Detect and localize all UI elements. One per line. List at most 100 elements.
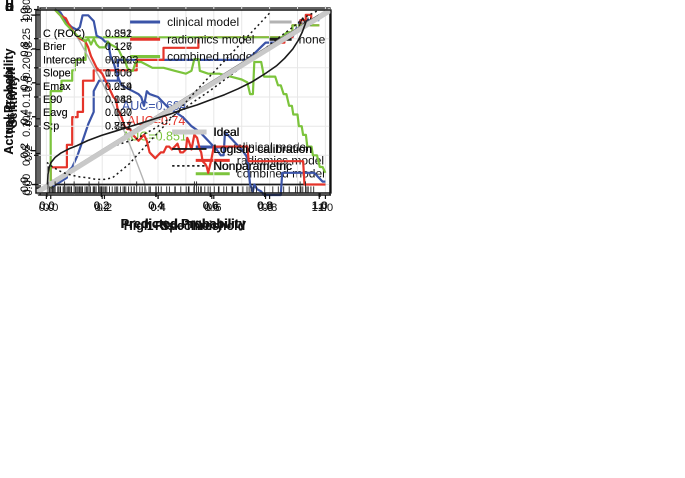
legend-label: clinical model — [167, 15, 239, 29]
y-tick-label: 1.0 — [19, 7, 31, 22]
y-tick-label: 0.6 — [23, 77, 35, 92]
x-tick-label: 0.6 — [206, 202, 221, 214]
y-tick-label: 1.0 — [19, 7, 31, 22]
stats-value: 1.000 — [105, 68, 132, 80]
stats-value: 0.851 — [105, 28, 132, 40]
series-radiomics-model — [49, 13, 320, 189]
panel-d: d 0.0 0.2 0.4 0.6 0.8 1.0 0.0 0.2 0.4 0.6 0.8 1.0 Pr… — [0, 0, 343, 239]
stats-value: 0.054 — [105, 81, 132, 93]
x-tick-label: 0.8 — [258, 200, 273, 212]
panel-a-letter: a — [5, 0, 14, 15]
stats-label: Slope — [43, 68, 71, 80]
legend-label: clinical model — [237, 140, 309, 154]
y-tick-label: 0.8 — [19, 41, 31, 56]
x-tick-label: 0.2 — [95, 202, 110, 214]
legend-label: none — [299, 32, 326, 46]
y-tick-label: 0.4 — [23, 111, 35, 126]
stats-value: 0.183 — [105, 94, 132, 106]
x-tick-label: 1.0 — [311, 200, 326, 212]
y-tick-label: 0.0 — [19, 177, 31, 192]
y-tick-label: 0.6 — [19, 75, 31, 90]
x-tick-label: 0.0 — [43, 202, 58, 214]
y-axis-title: Sentivity — [6, 75, 20, 127]
stats-value: −0.123 — [105, 54, 138, 66]
y-tick-label: 0.4 — [19, 109, 31, 124]
legend-label: combined model — [167, 49, 255, 63]
y-tick-label: 0.6 — [19, 75, 31, 90]
stats-label: Intercept — [43, 54, 85, 66]
panel-c-letter: c — [5, 0, 14, 15]
x-tick-label: 0.2 — [94, 200, 109, 212]
panel-b-chart: 0.0 0.2 0.4 0.6 0.8 1.00.000.050.100.150.200.… — [4, 0, 333, 233]
y-tick-label: 0.8 — [23, 42, 35, 57]
legend-label: Logistic calibration — [213, 142, 312, 156]
legend-label: Ideal — [213, 125, 239, 139]
stats-label: Emax — [43, 81, 71, 93]
x-tick-label: 0.4 — [149, 200, 164, 212]
y-tick-label: 0.15 — [21, 86, 33, 107]
y-tick-label: 0.25 — [21, 28, 33, 49]
stats-label: E90 — [43, 94, 62, 106]
y-tick-label: 0.8 — [19, 41, 31, 56]
panel-a-chart: 0.0 0.2 0.4 0.6 0.8 1.0 0.0 0.2 0.4 0.6 0.8 1.0 1−Sp… — [6, 7, 331, 233]
x-tick-label: 0.6 — [203, 200, 218, 212]
panel-b-letter: b — [5, 0, 15, 15]
stats-label: S:p — [43, 120, 59, 132]
x-tick-label: 0.2 — [97, 202, 112, 214]
y-tick-label: 0.20 — [21, 57, 33, 78]
legend-label: Nonparametric — [213, 159, 292, 173]
y-tick-label: 0.2 — [23, 146, 35, 161]
stats-value: 0.020 — [105, 107, 132, 119]
panel-d-chart: 0.0 0.2 0.4 0.6 0.8 1.0 0.0 0.2 0.4 0.6 0.8 1.0 Pred… — [2, 7, 333, 231]
series-radiomics-model — [53, 8, 326, 186]
x-tick-label: 0.2 — [94, 200, 109, 212]
panel-a: a 0.0 0.2 0.4 0.6 0.8 1.0 0.0 0.2 0.4 0.6 0.8 1.0 1−… — [0, 0, 342, 239]
x-tick-label: 0.4 — [150, 202, 165, 214]
stats-value: 0.127 — [105, 41, 132, 53]
stats-label: E90 — [43, 94, 62, 106]
y-tick-label: 0.10 — [21, 115, 33, 136]
panel-d-letter: d — [5, 0, 15, 15]
stats-value: 0.000 — [105, 54, 132, 66]
stats-label: Slope — [43, 68, 71, 80]
stats-label: S:p — [43, 120, 59, 132]
x-tick-label: 0.8 — [258, 202, 273, 214]
stats-value: 0.892 — [105, 28, 132, 40]
stats-label: C (ROC) — [43, 28, 85, 40]
y-axis-title: Actual Probability — [2, 48, 16, 154]
x-tick-label: 0.6 — [203, 200, 218, 212]
series-logistic-calibration — [46, 19, 308, 185]
stats-label: C (ROC) — [43, 28, 85, 40]
x-tick-label: 0.4 — [150, 202, 165, 214]
x-tick-label: 1.0 — [312, 202, 327, 214]
x-tick-label: 0.4 — [148, 200, 163, 212]
stats-label: Eavg — [43, 107, 68, 119]
x-axis-title: 1−Specificity — [147, 219, 224, 233]
stats-value: 0.506 — [105, 68, 132, 80]
stats-value: 0.048 — [105, 94, 132, 106]
x-tick-label: 0.0 — [39, 200, 54, 212]
legend-label: radiomics model — [167, 32, 254, 46]
legend-label: Nonparametric — [214, 159, 293, 173]
stats-label: Intercept — [43, 54, 85, 66]
y-axis-title: Net Benefit — [4, 67, 18, 134]
series-combined-model — [53, 8, 327, 174]
y-tick-label: 0.2 — [19, 143, 31, 158]
x-axis-title: High Risk Threshold — [124, 219, 246, 233]
legend-label: Ideal — [214, 125, 240, 139]
y-tick-label: 0.00 — [21, 174, 33, 195]
stats-value: 0.747 — [105, 120, 132, 132]
legend-label: Logistic calibration — [214, 142, 313, 156]
stats-label: Emax — [43, 81, 71, 93]
panel-b: b 0.0 0.2 0.4 0.6 0.8 1.0 0.00 0.05 0.10 0.15 0.20… — [0, 0, 343, 239]
series-ideal — [34, 7, 333, 196]
x-axis-title: Predicted Probability — [120, 217, 245, 231]
x-tick-label: 0.0 — [39, 200, 54, 212]
stats-label: Eavg — [43, 107, 68, 119]
stats-value: 0.851 — [105, 120, 132, 132]
stats-value: 0.219 — [105, 81, 132, 93]
x-tick-label: 1.0 — [318, 202, 333, 214]
x-tick-label: 0.8 — [262, 202, 277, 214]
stats-label: Brier — [43, 41, 66, 53]
